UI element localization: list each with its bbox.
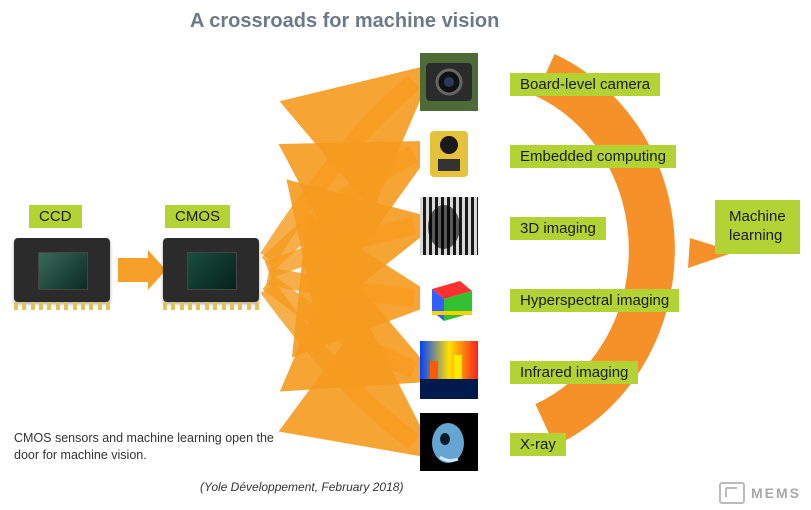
badge-ccd: CCD	[29, 205, 82, 228]
arrow-fan	[268, 82, 414, 442]
thumb-xray	[420, 413, 478, 471]
mems-logo-icon	[719, 482, 745, 504]
arrow-ccd-to-cmos	[118, 250, 166, 290]
thumb-embedded	[420, 125, 478, 183]
thumb-ir	[420, 341, 478, 399]
arrow-fan-2	[268, 226, 414, 270]
arrow-fan-4	[268, 282, 414, 370]
footnote: CMOS sensors and machine learning open t…	[14, 430, 274, 464]
thumb-board	[420, 53, 478, 111]
arrow-fan-5	[268, 288, 414, 442]
thumb-hyper	[420, 269, 478, 327]
arrow-fan-1	[268, 154, 414, 264]
badge-board: Board-level camera	[510, 73, 660, 96]
badge-ir: Infrared imaging	[510, 361, 638, 384]
credit: (Yole Développement, February 2018)	[200, 480, 403, 494]
badge-cmos: CMOS	[165, 205, 230, 228]
chip-cmos	[163, 238, 259, 302]
badge-machine-learning: Machinelearning	[715, 200, 800, 254]
watermark: MEMS	[719, 482, 801, 504]
chip-ccd	[14, 238, 110, 302]
arrow-fan-0	[268, 82, 414, 258]
badge-xray: X-ray	[510, 433, 566, 456]
arrow-fan-3	[268, 276, 414, 298]
thumb-3d	[420, 197, 478, 255]
badge-3d: 3D imaging	[510, 217, 606, 240]
badge-hyper: Hyperspectral imaging	[510, 289, 679, 312]
badge-embedded: Embedded computing	[510, 145, 676, 168]
title: A crossroads for machine vision	[190, 10, 499, 33]
watermark-text: MEMS	[751, 485, 801, 501]
